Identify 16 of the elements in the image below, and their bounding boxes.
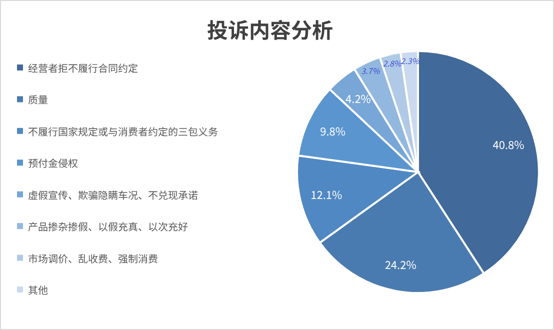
chart-title: 投诉内容分析 [207,15,333,45]
legend-label: 预付金侵权 [28,155,78,170]
data-label: 12.1% [310,186,342,203]
legend-label: 其他 [28,282,48,297]
legend-label: 产品掺杂掺假、以假充真、以次充好 [28,218,188,234]
data-label: 4.2% [346,90,371,107]
legend-label: 市场调价、乱收费、强制消费 [28,250,158,266]
legend-label: 不履行国家规定或与消费者约定的三包义务 [28,123,218,138]
data-label: 3.7% [361,66,380,78]
data-label: 40.8% [492,137,524,154]
data-label: 2.8% [382,58,402,70]
data-label: 9.8% [320,123,346,140]
legend-label: 虚假宣传、欺骗隐瞒车况、不兑现承诺 [28,186,198,202]
legend-label: 经营者拒不履行合同约定 [28,60,138,75]
legend-label: 质量 [28,92,48,107]
data-label: 24.2% [384,256,416,273]
